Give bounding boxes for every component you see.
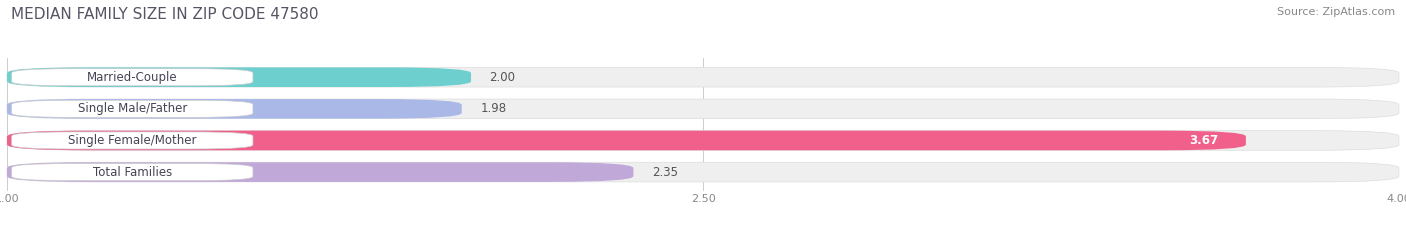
Text: Single Female/Mother: Single Female/Mother — [67, 134, 197, 147]
Text: Total Families: Total Families — [93, 166, 172, 178]
FancyBboxPatch shape — [7, 99, 1399, 119]
Text: 2.35: 2.35 — [652, 166, 678, 178]
FancyBboxPatch shape — [7, 99, 461, 119]
FancyBboxPatch shape — [7, 162, 633, 182]
FancyBboxPatch shape — [7, 131, 1399, 150]
Text: Married-Couple: Married-Couple — [87, 71, 177, 84]
Text: 2.00: 2.00 — [489, 71, 516, 84]
FancyBboxPatch shape — [7, 162, 1399, 182]
Text: MEDIAN FAMILY SIZE IN ZIP CODE 47580: MEDIAN FAMILY SIZE IN ZIP CODE 47580 — [11, 7, 319, 22]
Text: 1.98: 1.98 — [481, 102, 506, 115]
FancyBboxPatch shape — [11, 100, 253, 117]
FancyBboxPatch shape — [7, 67, 1399, 87]
Text: Single Male/Father: Single Male/Father — [77, 102, 187, 115]
Text: Source: ZipAtlas.com: Source: ZipAtlas.com — [1277, 7, 1395, 17]
Text: 3.67: 3.67 — [1189, 134, 1218, 147]
FancyBboxPatch shape — [7, 131, 1246, 150]
FancyBboxPatch shape — [11, 69, 253, 86]
FancyBboxPatch shape — [11, 164, 253, 181]
FancyBboxPatch shape — [7, 67, 471, 87]
FancyBboxPatch shape — [11, 132, 253, 149]
